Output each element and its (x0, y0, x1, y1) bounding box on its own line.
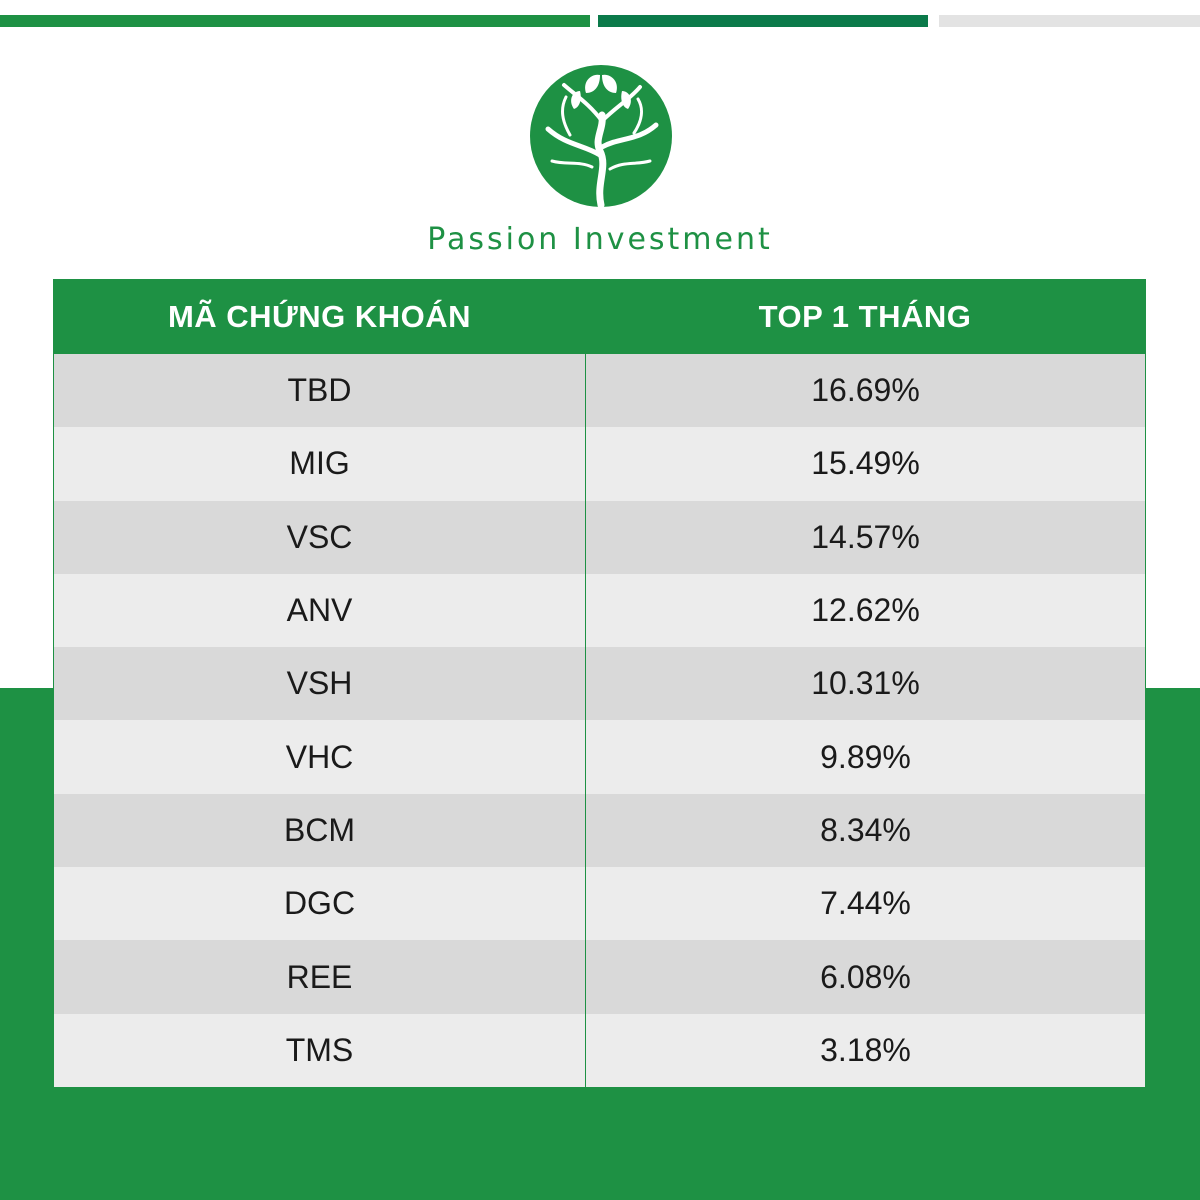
brand-name: Passion Investment (427, 222, 773, 257)
return-value-cell: 14.57% (811, 518, 920, 555)
stock-code-cell: DGC (54, 867, 586, 941)
stock-code-cell: TMS (54, 1013, 586, 1087)
return-value-cell: 12.62% (811, 592, 920, 629)
return-value-cell: 8.34% (820, 811, 911, 848)
stock-code-cell: VSC (54, 500, 586, 574)
return-value-cell: 10.31% (811, 665, 920, 702)
table-row: BCM 8.34% (54, 793, 1145, 868)
top-accent-bar-left (0, 15, 590, 27)
table-row: ANV 12.62% (54, 573, 1145, 648)
table-row: TBD 16.69% (54, 354, 1145, 428)
table-body: TBD 16.69% MIG 15.49% VSC 14.57% ANV 12.… (54, 354, 1145, 1087)
return-value-cell: 3.18% (820, 1031, 911, 1068)
stock-code-cell: TBD (54, 354, 586, 428)
top-accent-bar-middle (598, 15, 928, 27)
header-top-1-month: TOP 1 THÁNG (586, 280, 1145, 354)
tree-logo-icon (530, 65, 672, 207)
return-value-cell: 6.08% (820, 958, 911, 995)
stock-code-cell: MIG (54, 427, 586, 501)
stock-code-cell: REE (54, 940, 586, 1014)
table-row: REE 6.08% (54, 940, 1145, 1014)
table-header: MÃ CHỨNG KHOÁN TOP 1 THÁNG (54, 280, 1145, 354)
table-row: VSC 14.57% (54, 500, 1145, 574)
table-row: MIG 15.49% (54, 427, 1145, 501)
stock-code-cell: VSH (54, 647, 586, 721)
header-stock-code: MÃ CHỨNG KHOÁN (54, 280, 586, 354)
stock-code-cell: VHC (54, 720, 586, 794)
return-value-cell: 7.44% (820, 885, 911, 922)
stock-code-cell: ANV (54, 573, 586, 648)
return-value-cell: 15.49% (811, 445, 920, 482)
stock-code-cell: BCM (54, 793, 586, 868)
table-row: TMS 3.18% (54, 1013, 1145, 1087)
table-row: VHC 9.89% (54, 720, 1145, 794)
top-accent-bar-right (939, 15, 1200, 27)
table-row: VSH 10.31% (54, 647, 1145, 721)
return-value-cell: 16.69% (811, 372, 920, 409)
return-value-cell: 9.89% (820, 738, 911, 775)
table-row: DGC 7.44% (54, 867, 1145, 941)
stock-table: MÃ CHỨNG KHOÁN TOP 1 THÁNG TBD 16.69% MI… (53, 279, 1146, 1088)
